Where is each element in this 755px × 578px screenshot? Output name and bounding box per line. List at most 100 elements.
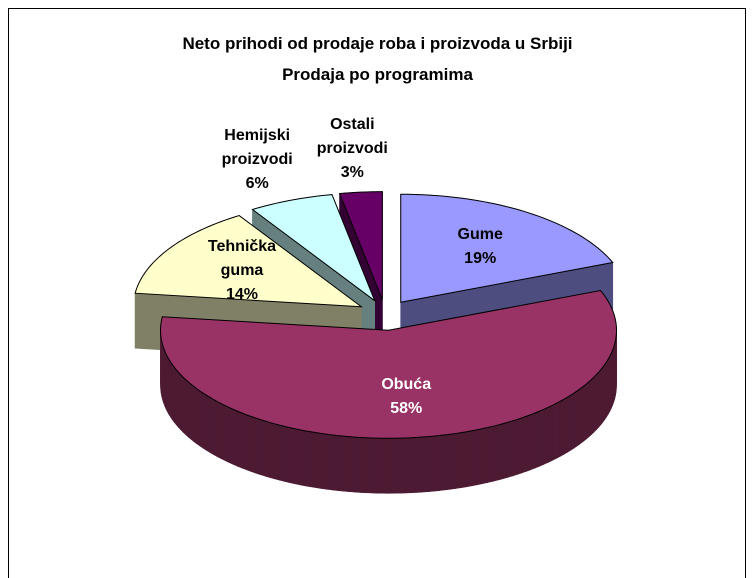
chart-subtitle: Prodaja po programima xyxy=(282,65,473,84)
slice-wall xyxy=(337,435,344,492)
slice-wall xyxy=(217,401,222,460)
slice-wall xyxy=(264,420,270,478)
slice-wall xyxy=(570,392,575,451)
slice-wall xyxy=(573,390,578,449)
slice-wall xyxy=(274,423,280,481)
slice-wall xyxy=(455,432,462,489)
slice-wall xyxy=(182,376,186,436)
slice-wall xyxy=(173,366,177,426)
slice-wall xyxy=(332,434,339,491)
slice-wall xyxy=(233,408,238,467)
slice-label: Tehnička guma 14% xyxy=(197,235,287,307)
slice-wall xyxy=(259,419,266,477)
slice-wall xyxy=(190,383,195,443)
slice-wall xyxy=(450,433,457,490)
slice-wall xyxy=(221,403,226,462)
slice-label: Gume 19% xyxy=(435,223,525,271)
slice-wall xyxy=(388,437,395,494)
slice-wall xyxy=(394,437,401,494)
slice-label: Hemijski proizvodi 6% xyxy=(202,124,312,196)
slice-wall xyxy=(185,378,189,438)
slice-value: 14% xyxy=(225,285,259,303)
chart-title-block: Neto prihodi od prodaje roba i proizvoda… xyxy=(0,28,755,90)
slice-wall xyxy=(563,396,568,456)
slice-wall xyxy=(343,435,350,492)
slice-wall xyxy=(579,385,584,445)
slice-wall xyxy=(175,368,179,428)
slice xyxy=(338,191,383,300)
slice-wall xyxy=(444,433,451,491)
slice-wall xyxy=(507,420,513,478)
slice-wall xyxy=(512,419,518,477)
slice-wall xyxy=(600,366,604,426)
slice-wall xyxy=(399,437,407,494)
slice-wall xyxy=(471,429,478,487)
slice-wall xyxy=(180,373,184,433)
slice-wall xyxy=(411,437,418,494)
slice-wall xyxy=(405,437,412,494)
slice-name: Tehnička guma xyxy=(207,237,277,279)
slice-wall xyxy=(305,430,311,488)
slice-wall xyxy=(354,436,361,493)
slice-wall xyxy=(591,376,595,436)
slice-name: Obuća xyxy=(381,375,432,393)
slice-wall xyxy=(269,422,275,480)
slice-wall xyxy=(213,399,218,458)
slice-wall xyxy=(187,381,192,440)
slice-label: Obuća 58% xyxy=(361,373,451,421)
slice-wall xyxy=(535,410,540,469)
slice xyxy=(160,289,618,439)
slice-wall xyxy=(428,435,435,492)
slice-name: Gume xyxy=(457,225,503,243)
slice-wall xyxy=(279,424,285,482)
slice-wall xyxy=(294,428,301,486)
slice-wall xyxy=(521,415,527,474)
slice-wall xyxy=(255,417,261,475)
slice-wall xyxy=(559,399,564,458)
slice-wall xyxy=(199,390,204,449)
slice-wall xyxy=(246,414,252,472)
slice-wall xyxy=(526,414,532,472)
slice-wall xyxy=(289,427,296,485)
slice-wall xyxy=(547,405,553,463)
slice-wall xyxy=(576,388,581,447)
slice-wall xyxy=(321,433,328,490)
slice-wall xyxy=(539,408,545,467)
slice xyxy=(400,193,614,303)
slice-wall xyxy=(348,436,355,493)
slice-wall xyxy=(382,437,390,494)
slice xyxy=(251,194,376,303)
slice-wall xyxy=(582,383,587,443)
slice-wall xyxy=(593,373,597,433)
slice-wall xyxy=(284,426,290,483)
slice-wall xyxy=(237,410,243,469)
slice-value: 6% xyxy=(245,175,269,193)
slice-label: Ostali proizvodi 3% xyxy=(297,113,407,185)
slice-wall xyxy=(209,397,215,456)
slice-wall xyxy=(371,437,378,494)
slice xyxy=(134,215,363,308)
slice-wall xyxy=(555,401,561,460)
slice-wall xyxy=(377,437,384,494)
slice-wall xyxy=(585,381,590,440)
slice-wall xyxy=(416,436,424,493)
slice-value: 58% xyxy=(390,399,423,417)
slice-name: Hemijski proizvodi xyxy=(221,127,293,169)
slice-wall xyxy=(433,435,440,492)
slice-wall xyxy=(530,412,536,471)
slice-wall xyxy=(196,388,201,447)
slice-wall xyxy=(206,394,211,454)
slice-wall xyxy=(588,378,592,438)
slice-wall xyxy=(482,427,489,485)
slice-wall xyxy=(203,392,208,452)
slice-wall xyxy=(315,432,322,489)
slice-wall xyxy=(365,437,372,494)
slice-wall xyxy=(596,371,600,431)
slice-wall xyxy=(439,434,446,491)
slice-value: 19% xyxy=(464,249,497,267)
slice-wall xyxy=(516,417,523,475)
slice-wall xyxy=(497,423,504,481)
slice-wall xyxy=(422,436,429,493)
